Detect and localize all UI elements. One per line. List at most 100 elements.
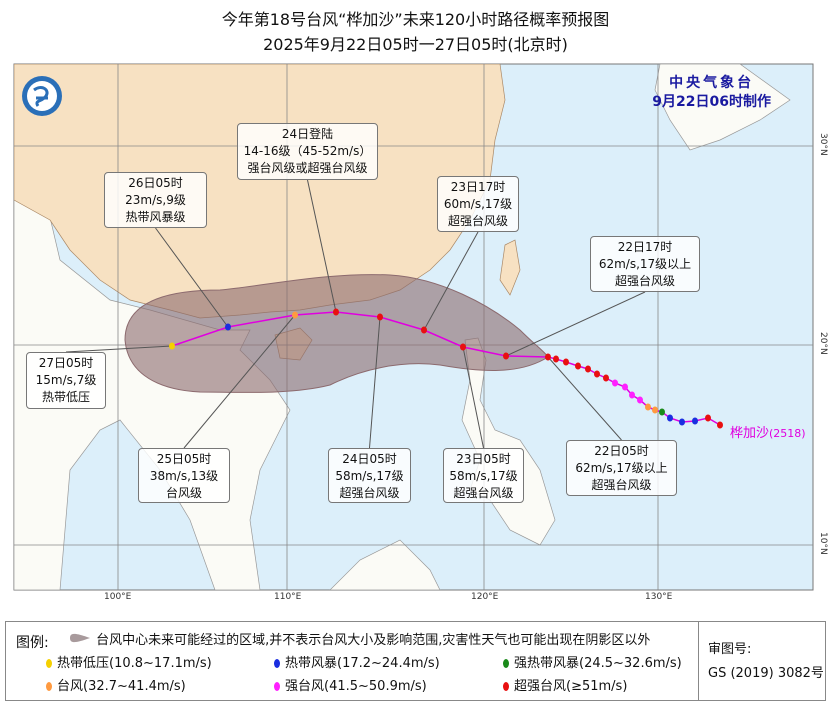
- callout-line: 14-16级（45-52m/s）: [243, 144, 372, 158]
- track-point: [659, 408, 665, 416]
- probability-cone: [124, 274, 549, 393]
- track-point: [612, 379, 618, 387]
- legend-item-label: 强台风(41.5~50.9m/s): [285, 679, 427, 694]
- track-point: [575, 362, 581, 370]
- callout-line: 强台风级或超强台风级: [247, 161, 368, 175]
- legend-item: 超强台风(≥51m/s): [503, 675, 627, 694]
- typhoon-code: (2518): [769, 427, 806, 440]
- callout-line: 超强台风级: [614, 274, 675, 288]
- callout-d22-05: 22日05时 62m/s,17级以上 超强台风级: [566, 440, 677, 496]
- legend-cone-text: 台风中心未来可能经过的区域,并不表示台风大小及影响范围,灾害性天气也可能出现在阴…: [96, 633, 651, 648]
- legend-item: 强台风(41.5~50.9m/s): [274, 675, 427, 694]
- track-point: [421, 326, 427, 334]
- typhoon-category-icon: [46, 682, 52, 691]
- callout-line: 23日05时: [456, 452, 511, 466]
- track-point: [169, 342, 175, 350]
- callout-line: 25日05时: [156, 452, 212, 466]
- cone-swatch-icon: [70, 633, 90, 643]
- track-points: [169, 308, 723, 429]
- track-point: [594, 370, 600, 378]
- japan-land: [654, 64, 791, 151]
- track-point: [717, 421, 723, 429]
- leader-line: [155, 227, 229, 328]
- callout-line: 15m/s,7级: [35, 373, 97, 387]
- track-point: [603, 374, 609, 382]
- callout-leaders: [65, 179, 646, 449]
- legend-item-label: 强热带风暴(24.5~32.6m/s): [514, 656, 682, 671]
- typhoon-category-icon: [46, 659, 52, 668]
- track-point: [377, 313, 383, 321]
- typhoon-label: 桦加沙(2518): [730, 422, 806, 441]
- legend-cone: 台风中心未来可能经过的区域,并不表示台风大小及影响范围,灾害性天气也可能出现在阴…: [68, 629, 650, 648]
- callout-line: 24日05时: [342, 452, 397, 466]
- track-point: [652, 406, 658, 414]
- legend-divider: [698, 622, 699, 700]
- typhoon-category-icon: [274, 659, 280, 668]
- lon-label: 100°E: [104, 592, 132, 602]
- typhoon-category-icon: [274, 682, 280, 691]
- callout-line: 台风级: [165, 486, 202, 500]
- legend-item-label: 热带低压(10.8~17.1m/s): [57, 656, 212, 671]
- lat-label: 10°N: [818, 532, 828, 555]
- track-point: [692, 417, 698, 425]
- cma-logo: [22, 76, 62, 116]
- leader-line: [65, 345, 173, 353]
- callout-line: 23日17时: [450, 180, 506, 194]
- leader-line: [547, 356, 622, 441]
- callout-line: 热带低压: [41, 390, 90, 404]
- track-point: [563, 358, 569, 366]
- leader-line: [307, 179, 337, 313]
- callout-d27: 27日05时 15m/s,7级 热带低压: [26, 352, 106, 409]
- review-value: GS (2019) 3082号: [708, 666, 824, 681]
- legend-item: 热带风暴(17.2~24.4m/s): [274, 652, 440, 671]
- callout-d25: 25日05时 38m/s,13级 台风级: [138, 448, 230, 503]
- callout-line: 38m/s,13级: [149, 469, 219, 483]
- callout-d24: 24日05时 58m/s,17级 超强台风级: [328, 448, 411, 503]
- legend-item-label: 超强台风(≥51m/s): [514, 679, 628, 694]
- track-point: [679, 418, 685, 426]
- callout-line: 27日05时: [38, 356, 94, 370]
- callout-d23-17: 23日17时 60m/s,17级 超强台风级: [437, 176, 519, 232]
- callout-line: 58m/s,17级: [335, 469, 404, 483]
- map-subtitle: 2025年9月22日05时一27日05时(北京时): [263, 35, 568, 54]
- track-point: [545, 353, 551, 361]
- track-point: [333, 308, 339, 316]
- callout-line: 62m/s,17级以上: [575, 461, 668, 475]
- callout-line: 24日登陆: [281, 127, 334, 141]
- map-title: 今年第18号台风“桦加沙”未来120小时路径概率预报图: [221, 10, 610, 29]
- callout-line: 60m/s,17级: [443, 197, 513, 211]
- track-point: [292, 311, 298, 319]
- legend-item: 热带低压(10.8~17.1m/s): [46, 652, 212, 671]
- legend: 图例: 台风中心未来可能经过的区域,并不表示台风大小及影响范围,灾害性天气也可能…: [5, 621, 826, 701]
- callout-line: 超强台风级: [591, 478, 652, 492]
- callout-landfall: 24日登陆 14-16级（45-52m/s） 强台风级或超强台风级: [237, 123, 378, 180]
- lon-label: 130°E: [645, 592, 673, 602]
- typhoon-category-icon: [503, 682, 509, 691]
- review-label: 审图号:: [708, 642, 752, 657]
- callout-line: 58m/s,17级: [449, 469, 518, 483]
- callout-line: 热带风暴级: [125, 210, 186, 224]
- callout-line: 62m/s,17级以上: [598, 257, 692, 271]
- callout-line: 26日05时: [128, 176, 183, 190]
- track-point: [225, 323, 231, 331]
- agency-name: 中央气象台: [669, 75, 755, 91]
- legend-heading: 图例:: [16, 635, 49, 651]
- legend-item: 台风(32.7~41.4m/s): [46, 675, 186, 694]
- track-point: [585, 365, 591, 373]
- callout-d22-17: 22日17时 62m/s,17级以上 超强台风级: [590, 236, 700, 292]
- legend-item: 强热带风暴(24.5~32.6m/s): [503, 652, 682, 671]
- typhoon-name: 桦加沙: [730, 426, 770, 441]
- issue-time: 9月22日06时制作: [652, 94, 771, 110]
- track-point: [622, 383, 628, 391]
- callout-d23-05: 23日05时 58m/s,17级 超强台风级: [443, 448, 524, 503]
- lat-label: 30°N: [818, 133, 828, 156]
- leader-line: [183, 314, 296, 449]
- track-point: [629, 391, 635, 399]
- lon-label: 110°E: [274, 592, 302, 602]
- callout-line: 超强台风级: [453, 486, 514, 500]
- track-point: [667, 414, 673, 422]
- taiwan-island: [499, 239, 521, 296]
- leader-line: [369, 316, 381, 449]
- track-point: [460, 343, 466, 351]
- leader-line: [505, 291, 646, 357]
